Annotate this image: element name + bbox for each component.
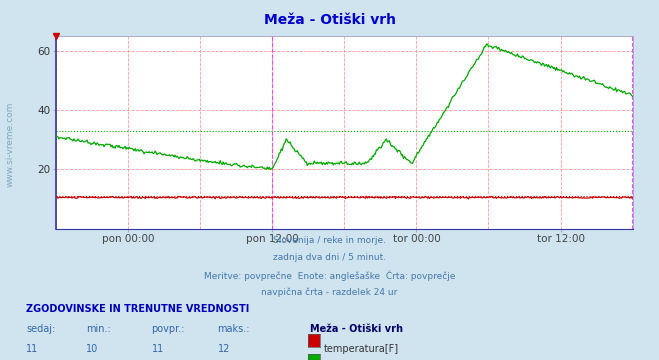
Text: 10: 10	[86, 344, 98, 354]
Text: 11: 11	[26, 344, 39, 354]
Text: www.si-vreme.com: www.si-vreme.com	[5, 101, 14, 187]
Text: Meritve: povprečne  Enote: anglešaške  Črta: povprečje: Meritve: povprečne Enote: anglešaške Črt…	[204, 270, 455, 281]
Text: zadnja dva dni / 5 minut.: zadnja dva dni / 5 minut.	[273, 253, 386, 262]
Text: maks.:: maks.:	[217, 324, 250, 334]
Text: Meža - Otiški vrh: Meža - Otiški vrh	[310, 324, 403, 334]
Text: Meža - Otiški vrh: Meža - Otiški vrh	[264, 13, 395, 27]
Text: Slovenija / reke in morje.: Slovenija / reke in morje.	[273, 236, 386, 245]
Text: povpr.:: povpr.:	[152, 324, 185, 334]
Text: 11: 11	[152, 344, 164, 354]
Text: 12: 12	[217, 344, 230, 354]
Text: min.:: min.:	[86, 324, 111, 334]
Text: ZGODOVINSKE IN TRENUTNE VREDNOSTI: ZGODOVINSKE IN TRENUTNE VREDNOSTI	[26, 304, 250, 314]
Text: navpična črta - razdelek 24 ur: navpična črta - razdelek 24 ur	[262, 288, 397, 297]
Text: sedaj:: sedaj:	[26, 324, 55, 334]
Text: temperatura[F]: temperatura[F]	[324, 344, 399, 354]
